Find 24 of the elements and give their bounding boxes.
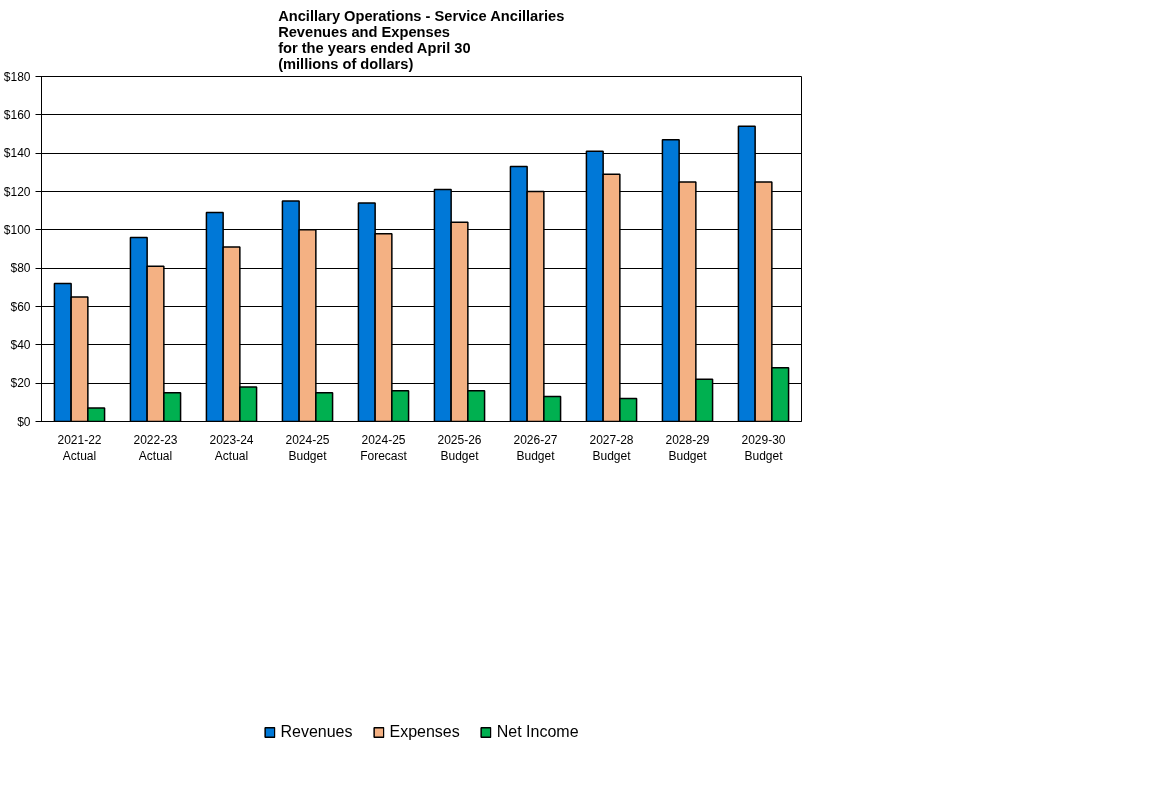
y-tick-label: $120 [3, 184, 31, 199]
y-tick-label: $80 [10, 261, 31, 276]
y-tick-label: $60 [10, 299, 31, 314]
x-tick-label: 2026-27 Budget [513, 432, 558, 464]
chart-title: Ancillary Operations - Service Ancillaries Revenues and Expenses for the years ended April 30 (millions of dollars) [278, 7, 565, 72]
x-tick-label: 2024-25 Budget [285, 432, 330, 464]
x-tick-label: 2028-29 Budget [665, 432, 710, 464]
x-tick-label: 2024-25 Forecast [360, 432, 408, 464]
y-tick-label: $180 [3, 69, 31, 84]
x-tick-label: 2027-28 Budget [589, 432, 634, 464]
x-tick-label: 2025-26 Budget [437, 432, 482, 464]
x-tick-label: 2023-24 Actual [209, 432, 254, 464]
y-tick-label: $20 [10, 376, 31, 391]
y-tick-label: $140 [3, 146, 31, 161]
legend-label: Revenues [280, 723, 353, 741]
x-tick-label: 2021-22 Actual [57, 432, 102, 464]
x-tick-label: 2022-23 Actual [133, 432, 178, 464]
legend-label: Net Income [496, 723, 579, 741]
x-tick-label: 2029-30 Budget [741, 432, 786, 464]
legend-label: Expenses [389, 723, 460, 741]
y-tick-label: $0 [17, 414, 31, 429]
y-tick-label: $160 [3, 107, 31, 122]
y-tick-label: $40 [10, 337, 31, 352]
y-tick-label: $100 [3, 222, 31, 237]
